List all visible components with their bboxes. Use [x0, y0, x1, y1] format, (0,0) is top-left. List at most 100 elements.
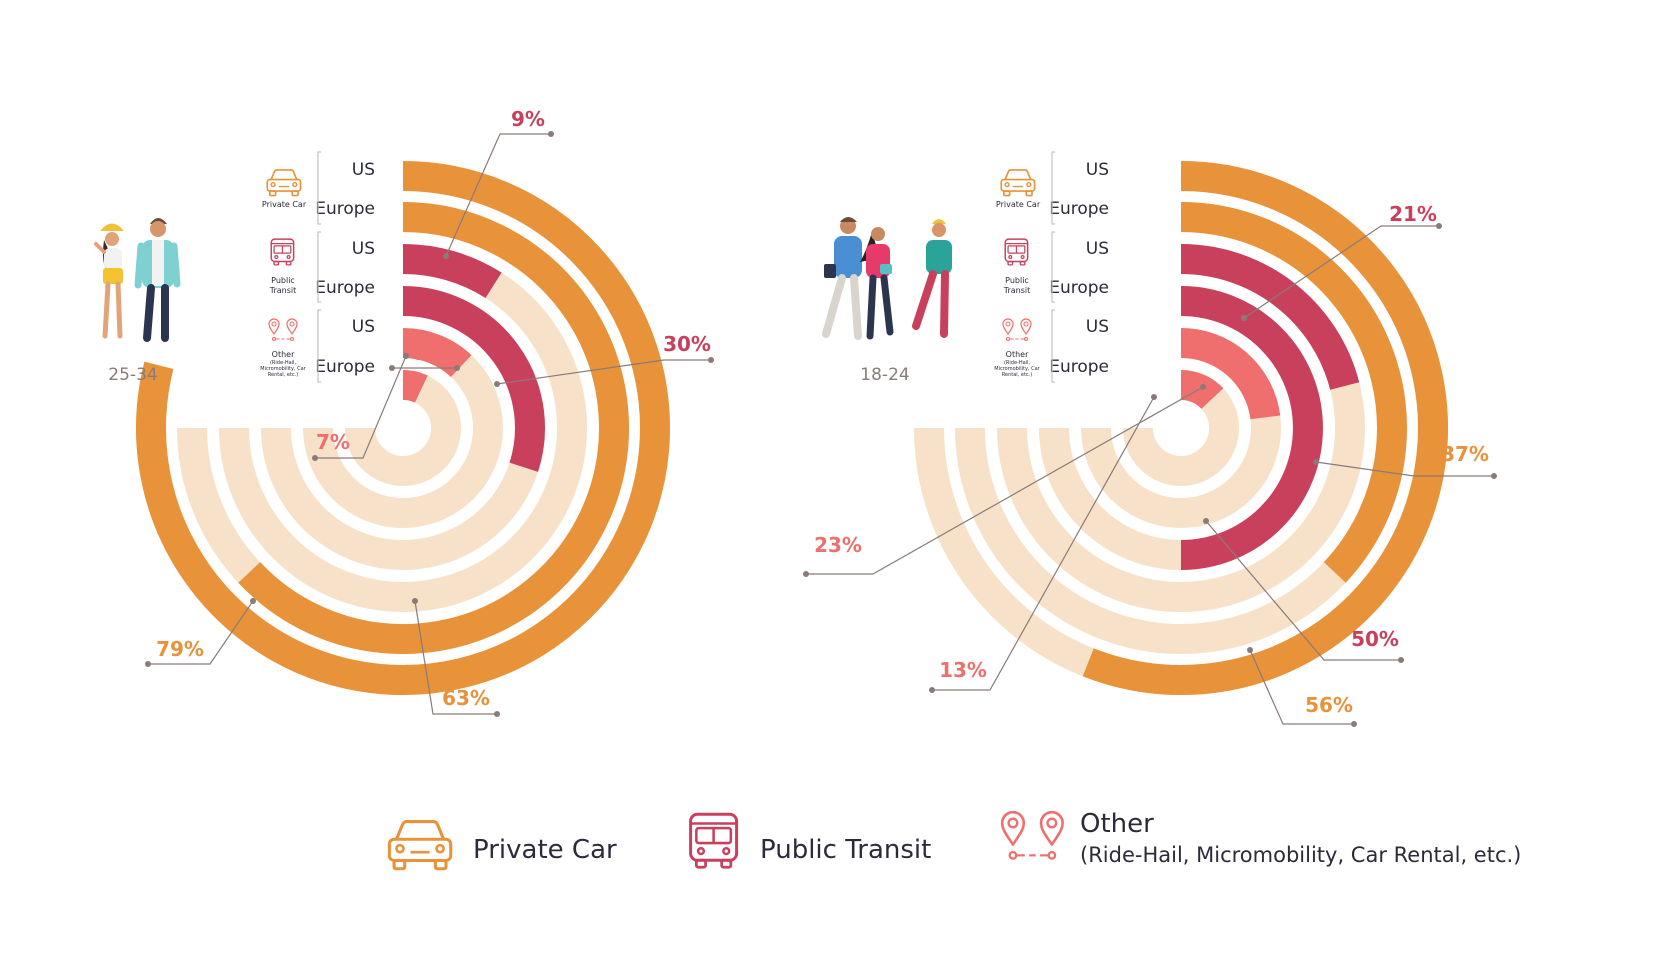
leader-line — [496, 359, 711, 385]
chart-18-24-bars — [1082, 161, 1448, 695]
row-label-us: US — [1086, 160, 1109, 180]
category-other-detail: (Ride-Hail, — [1004, 360, 1030, 366]
track-25-34-us-public-transit — [219, 244, 587, 612]
category-other-detail: Micromobility, Car — [994, 366, 1040, 372]
label-18-24-europe-other: 13% — [939, 658, 987, 682]
leader-dot — [1151, 394, 1157, 400]
leader-dot — [708, 357, 714, 363]
location-pins-icon — [1000, 810, 1064, 860]
label-18-24-us-private-car: 56% — [1305, 693, 1353, 717]
leader-line — [932, 396, 1155, 691]
bracket-other — [1051, 309, 1055, 383]
legend-item-private-car: Private Car — [387, 820, 617, 871]
chart-18-24: US Europe US Europe US Europe Private Ca… — [803, 151, 1497, 727]
chart-25-34-bars — [136, 161, 670, 695]
leader-line — [1243, 225, 1439, 319]
legend-item-other: Other (Ride-Hail, Micromobility, Car Ren… — [1000, 809, 1521, 867]
location-pins-icon — [268, 318, 298, 342]
label-25-34-us-private-car: 79% — [156, 637, 204, 661]
leader-dot — [1351, 721, 1357, 727]
row-label-us: US — [1086, 317, 1109, 337]
legend-label-other-detail: (Ride-Hail, Micromobility, Car Rental, e… — [1080, 843, 1521, 867]
leader-dot — [250, 598, 256, 604]
chart-18-24-callouts: 21% 37% 50% 56% 23% 13% — [803, 202, 1497, 727]
category-public-transit: Transit — [269, 286, 297, 295]
legend-label-public-transit: Public Transit — [760, 835, 931, 865]
chart-25-34: US Europe US Europe US Europe Private Ca… — [94, 107, 714, 717]
category-other: Other — [1006, 350, 1029, 359]
label-18-24-us-public-transit: 21% — [1389, 202, 1437, 226]
label-25-34-europe-private-car: 63% — [442, 686, 490, 710]
category-private-car: Private Car — [996, 200, 1041, 209]
age-group-label: 18-24 — [860, 365, 909, 385]
legend-label-other: Other — [1080, 809, 1154, 839]
leader-dot — [312, 455, 318, 461]
legend: Private Car Public Transit Other (Ride-H… — [387, 809, 1521, 871]
bar-25-34-us-other — [402, 328, 472, 378]
row-label-europe: Europe — [315, 357, 375, 377]
people-illustration-25-34 — [94, 218, 181, 342]
chart-25-34-row-labels: US Europe US Europe US Europe — [315, 160, 375, 377]
bracket-private-car — [317, 151, 321, 225]
person-figure — [912, 219, 952, 338]
leader-line — [445, 133, 551, 257]
age-group-label: 25-34 — [108, 365, 157, 385]
leader-line — [806, 386, 1204, 575]
leader-dot — [1200, 384, 1206, 390]
category-other-detail: Micromobility, Car — [260, 366, 306, 372]
bracket-other — [317, 309, 321, 383]
car-icon — [266, 169, 302, 197]
bar-18-24-europe-private-car — [1180, 202, 1407, 583]
row-label-europe: Europe — [1049, 199, 1109, 219]
label-25-34-us-public-transit: 9% — [511, 107, 545, 131]
bar-25-34-us-public-transit — [402, 244, 502, 299]
people-illustration-18-24 — [822, 217, 952, 340]
leader-line — [1205, 520, 1401, 661]
leader-dot — [454, 365, 460, 371]
man-figure — [134, 218, 181, 342]
row-label-us: US — [1086, 239, 1109, 259]
leader-line — [1315, 461, 1494, 477]
car-icon — [1000, 169, 1036, 197]
leader-line — [1249, 649, 1354, 725]
leader-dot — [494, 381, 500, 387]
label-18-24-europe-private-car: 37% — [1441, 442, 1489, 466]
legend-label-private-car: Private Car — [473, 835, 617, 865]
leader-line — [414, 600, 497, 715]
label-25-34-europe-other: 7% — [316, 430, 350, 454]
chart-18-24-row-labels: US Europe US Europe US Europe — [1049, 160, 1109, 377]
chart-18-24-category-keys: Private Car Public Transit Other (Ride-H… — [994, 169, 1041, 378]
legend-item-public-transit: Public Transit — [689, 812, 931, 869]
label-18-24-us-other: 23% — [814, 533, 862, 557]
row-label-us: US — [352, 160, 375, 180]
leader-dot — [1491, 473, 1497, 479]
chart-18-24-brackets — [1051, 151, 1055, 383]
bar-25-34-europe-public-transit — [402, 286, 545, 472]
leader-dot — [389, 365, 395, 371]
bus-icon — [689, 812, 739, 869]
label-25-34-us-other: 12% — [414, 341, 462, 365]
category-public-transit: Public — [1005, 276, 1029, 285]
bus-icon — [270, 238, 295, 266]
bar-18-24-us-private-car — [1082, 161, 1448, 695]
leader-dot — [1203, 518, 1209, 524]
track-25-34-europe-other — [345, 370, 461, 486]
bar-25-34-europe-private-car — [238, 202, 629, 654]
leader-dot — [1313, 459, 1319, 465]
bar-25-34-us-private-car — [136, 161, 670, 695]
car-icon — [387, 820, 453, 871]
bracket-public-transit — [317, 231, 321, 303]
woman-figure — [94, 223, 124, 339]
bar-18-24-us-public-transit — [1180, 244, 1360, 390]
row-label-us: US — [352, 239, 375, 259]
row-label-europe: Europe — [1049, 278, 1109, 298]
leader-dot — [1398, 657, 1404, 663]
bar-18-24-us-other — [1180, 328, 1281, 420]
leader-line — [148, 600, 254, 665]
bar-18-24-europe-other — [1180, 370, 1224, 410]
category-other-detail: (Ride-Hail, — [270, 360, 296, 366]
leader-dot — [548, 131, 554, 137]
label-25-34-europe-public-transit: 30% — [663, 332, 711, 356]
bus-icon — [1004, 238, 1029, 266]
